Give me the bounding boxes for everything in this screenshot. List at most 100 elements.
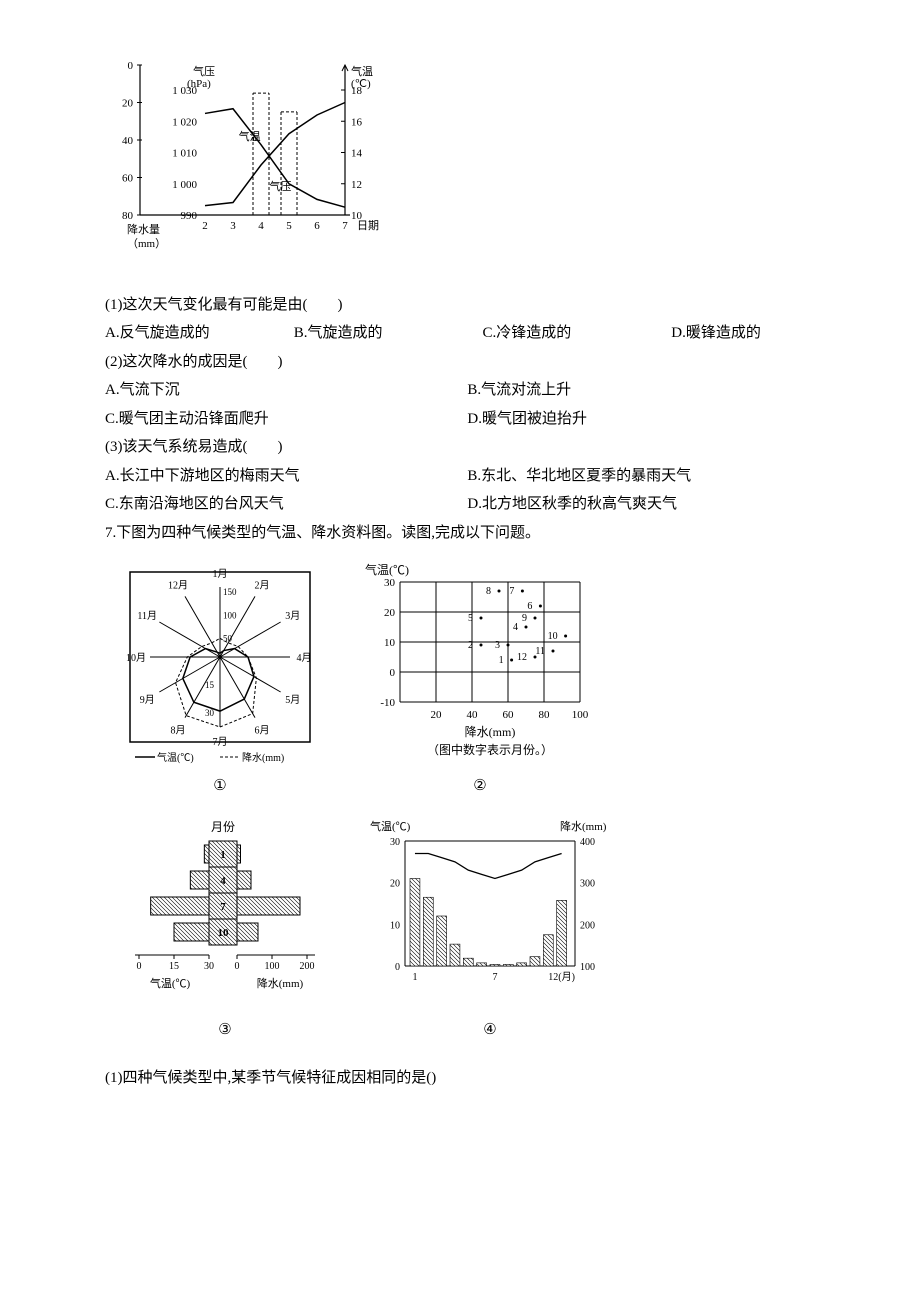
svg-text:1 010: 1 010 bbox=[172, 148, 197, 160]
svg-text:7: 7 bbox=[492, 972, 497, 983]
svg-text:7月: 7月 bbox=[213, 736, 228, 748]
svg-text:6月: 6月 bbox=[255, 725, 270, 737]
q7-intro: 7.下图为四种气候类型的气温、降水资料图。读图,完成以下问题。 bbox=[105, 519, 860, 548]
svg-text:30: 30 bbox=[384, 577, 396, 589]
svg-text:10: 10 bbox=[390, 920, 400, 931]
fig1: 1月2月3月4月5月6月7月8月9月10月11月12月150100501530气… bbox=[115, 562, 325, 801]
svg-text:1 030: 1 030 bbox=[172, 85, 197, 97]
fig1-svg: 1月2月3月4月5月6月7月8月9月10月11月12月150100501530气… bbox=[115, 562, 325, 772]
svg-text:150: 150 bbox=[223, 587, 237, 597]
svg-text:7: 7 bbox=[509, 586, 514, 597]
fig-row2: 月份14710301500100200气温(℃)降水(mm) ③ 气温(℃)降水… bbox=[115, 816, 860, 1045]
q6-3-row1: A.长江中下游地区的梅雨天气 B.东北、华北地区夏季的暴雨天气 bbox=[105, 462, 860, 491]
svg-text:日期: 日期 bbox=[357, 219, 379, 232]
svg-text:1月: 1月 bbox=[213, 568, 228, 580]
svg-text:15: 15 bbox=[169, 961, 179, 972]
fig-row1: 1月2月3月4月5月6月7月8月9月10月11月12月150100501530气… bbox=[115, 562, 860, 801]
svg-text:月份: 月份 bbox=[211, 820, 235, 834]
svg-text:0: 0 bbox=[128, 60, 134, 72]
svg-text:气压: 气压 bbox=[269, 179, 291, 193]
fig4-svg: 气温(℃)降水(mm)30201004003002001001712(月) bbox=[365, 816, 615, 1016]
svg-text:5: 5 bbox=[286, 220, 292, 232]
svg-text:气压: 气压 bbox=[193, 64, 215, 78]
svg-text:10月: 10月 bbox=[126, 652, 146, 664]
svg-text:1: 1 bbox=[499, 655, 504, 666]
svg-text:20: 20 bbox=[390, 878, 400, 889]
svg-text:40: 40 bbox=[122, 135, 134, 147]
svg-text:2: 2 bbox=[202, 220, 208, 232]
svg-text:1: 1 bbox=[412, 972, 417, 983]
svg-text:10: 10 bbox=[384, 637, 396, 649]
fig2-label: ② bbox=[473, 772, 486, 801]
svg-text:气温(℃): 气温(℃) bbox=[365, 562, 409, 577]
q6-2-D: D.暖气团被迫抬升 bbox=[467, 405, 829, 434]
svg-text:（图中数字表示月份。）: （图中数字表示月份。） bbox=[427, 742, 553, 757]
fig1-label: ① bbox=[213, 772, 226, 801]
q6-2-A: A.气流下沉 bbox=[105, 376, 467, 405]
svg-text:60: 60 bbox=[122, 173, 134, 185]
svg-text:6: 6 bbox=[527, 601, 532, 612]
q6-1-D: D.暖锋造成的 bbox=[671, 319, 860, 348]
svg-text:10: 10 bbox=[218, 927, 230, 939]
svg-text:4: 4 bbox=[220, 875, 226, 887]
svg-text:4: 4 bbox=[513, 622, 518, 633]
svg-text:12(月): 12(月) bbox=[548, 971, 575, 983]
svg-text:10: 10 bbox=[548, 631, 558, 642]
svg-text:300: 300 bbox=[580, 878, 595, 889]
fig3-label: ③ bbox=[218, 1016, 231, 1045]
svg-text:200: 200 bbox=[300, 961, 315, 972]
q6-2-row1: A.气流下沉 B.气流对流上升 bbox=[105, 376, 860, 405]
q6-1-stem: (1)这次天气变化最有可能是由( ) bbox=[105, 291, 860, 320]
svg-text:80: 80 bbox=[122, 210, 134, 222]
svg-text:12月: 12月 bbox=[168, 579, 188, 591]
svg-text:12: 12 bbox=[517, 652, 527, 663]
svg-text:20: 20 bbox=[122, 98, 134, 110]
svg-text:40: 40 bbox=[467, 709, 479, 721]
chart1-svg: 020406080降水量（mm）气压(hPa)1 0301 0201 0101 … bbox=[110, 50, 390, 270]
svg-text:11月: 11月 bbox=[137, 610, 157, 622]
svg-text:60: 60 bbox=[503, 709, 515, 721]
svg-text:气温: 气温 bbox=[351, 64, 373, 78]
svg-text:降水量: 降水量 bbox=[127, 222, 160, 236]
svg-text:0: 0 bbox=[235, 961, 240, 972]
svg-text:0: 0 bbox=[390, 667, 396, 679]
svg-text:50: 50 bbox=[223, 634, 233, 644]
svg-text:5: 5 bbox=[468, 613, 473, 624]
q6-2-C: C.暖气团主动沿锋面爬升 bbox=[105, 405, 467, 434]
svg-text:降水(mm): 降水(mm) bbox=[465, 725, 516, 739]
svg-text:100: 100 bbox=[580, 962, 595, 973]
svg-text:400: 400 bbox=[580, 837, 595, 848]
svg-text:气温(℃): 气温(℃) bbox=[157, 751, 194, 764]
svg-text:9月: 9月 bbox=[140, 694, 155, 706]
svg-text:9: 9 bbox=[522, 613, 527, 624]
svg-text:3: 3 bbox=[230, 220, 236, 232]
svg-text:（mm）: （mm） bbox=[127, 237, 166, 250]
svg-text:1 000: 1 000 bbox=[172, 179, 197, 191]
fig3: 月份14710301500100200气温(℃)降水(mm) ③ bbox=[115, 816, 335, 1045]
q7-1-stem: (1)四种气候类型中,某季节气候特征成因相同的是() bbox=[105, 1064, 860, 1093]
svg-text:30: 30 bbox=[205, 708, 215, 718]
svg-text:4: 4 bbox=[258, 220, 264, 232]
svg-text:990: 990 bbox=[181, 210, 198, 222]
q6-2-B: B.气流对流上升 bbox=[467, 376, 829, 405]
svg-text:2: 2 bbox=[468, 640, 473, 651]
svg-text:1 020: 1 020 bbox=[172, 116, 197, 128]
svg-text:100: 100 bbox=[572, 709, 589, 721]
svg-text:降水(mm): 降水(mm) bbox=[257, 976, 304, 990]
svg-text:7: 7 bbox=[342, 220, 348, 232]
svg-text:3月: 3月 bbox=[285, 610, 300, 622]
svg-text:2月: 2月 bbox=[255, 579, 270, 591]
svg-text:18: 18 bbox=[351, 85, 363, 97]
svg-text:20: 20 bbox=[384, 607, 396, 619]
svg-text:100: 100 bbox=[223, 610, 237, 620]
q6-3-C: C.东南沿海地区的台风天气 bbox=[105, 490, 467, 519]
svg-text:4月: 4月 bbox=[297, 652, 312, 664]
svg-text:5月: 5月 bbox=[285, 694, 300, 706]
fig2: 气温(℃)3020100-1020406080100降水(mm)（图中数字表示月… bbox=[355, 562, 605, 801]
q6-1-opts: A.反气旋造成的 B.气旋造成的 C.冷锋造成的 D.暖锋造成的 bbox=[105, 319, 860, 348]
q6-3-stem: (3)该天气系统易造成( ) bbox=[105, 433, 860, 462]
svg-text:30: 30 bbox=[204, 961, 214, 972]
svg-text:12: 12 bbox=[351, 179, 362, 191]
fig3-svg: 月份14710301500100200气温(℃)降水(mm) bbox=[115, 816, 335, 1016]
svg-text:-10: -10 bbox=[380, 697, 395, 709]
